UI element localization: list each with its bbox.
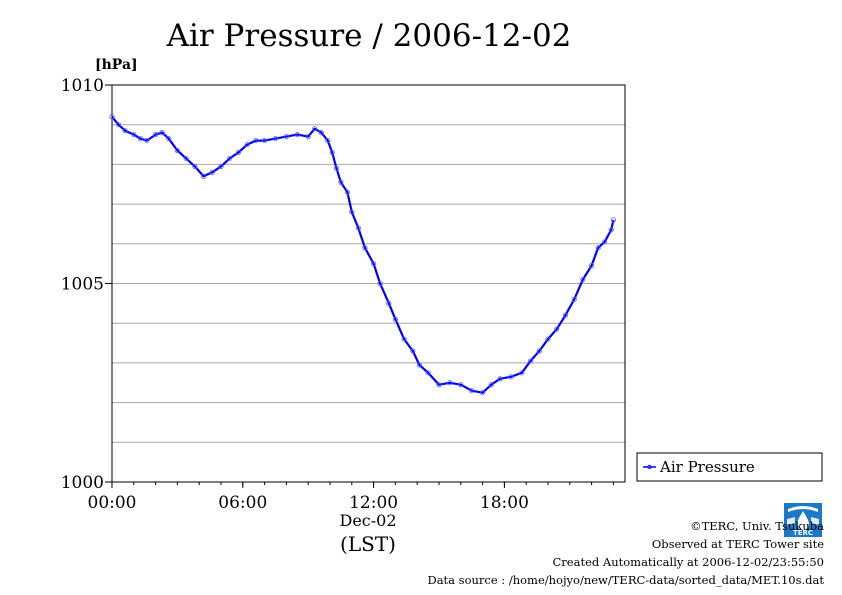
data-point	[115, 122, 122, 128]
terc-logo: TERC	[784, 503, 822, 537]
data-point	[425, 370, 431, 376]
data-point	[153, 132, 159, 138]
data-point	[545, 336, 551, 342]
data-point	[410, 348, 416, 354]
data-point	[562, 312, 569, 318]
data-point	[329, 149, 335, 156]
data-point	[401, 336, 407, 342]
chart-title: Air Pressure / 2006-12-02	[166, 18, 572, 54]
y-tick-labels: 1000 1005 1010	[61, 76, 104, 493]
data-point	[349, 209, 355, 215]
data-point	[283, 134, 289, 140]
legend-entry-air-pressure: Air Pressure	[659, 458, 755, 476]
data-point	[588, 263, 595, 269]
data-point	[244, 141, 250, 148]
data-point	[497, 376, 503, 382]
data-point	[227, 155, 233, 162]
data-point	[144, 137, 150, 144]
data-point	[318, 130, 324, 136]
axis-ticks	[105, 84, 614, 488]
data-point	[610, 217, 617, 223]
y-tick-label: 1005	[61, 275, 104, 295]
data-point	[595, 245, 601, 251]
data-point	[166, 135, 172, 142]
data-point	[508, 374, 514, 380]
x-axis-date-label: Dec-02	[339, 511, 396, 530]
x-tick-labels: 00:00 06:00 12:00 18:00	[88, 493, 529, 513]
data-point	[377, 280, 383, 287]
svg-text:TERC: TERC	[793, 529, 813, 537]
data-point	[183, 155, 189, 162]
legend-box	[636, 452, 823, 482]
y-tick-label: 1010	[61, 76, 104, 96]
data-point	[305, 134, 311, 140]
data-point	[554, 326, 560, 332]
data-point	[338, 179, 344, 185]
data-point	[109, 114, 115, 120]
data-point	[192, 163, 198, 169]
data-point	[386, 300, 392, 306]
x-axis-label: (LST)	[340, 532, 396, 556]
data-point	[458, 382, 464, 388]
data-source-text: Data source : /home/hojyo/new/TERC-data/…	[427, 573, 824, 587]
data-point	[519, 370, 525, 376]
data-point	[392, 316, 398, 322]
copyright-text: ©TERC, Univ. Tsukuba	[690, 519, 824, 533]
data-point	[602, 239, 608, 245]
data-point	[362, 245, 368, 251]
data-point	[355, 225, 361, 231]
gridlines	[112, 124, 625, 443]
x-tick-label: 06:00	[218, 493, 267, 513]
data-point	[253, 137, 259, 144]
data-point	[209, 169, 215, 175]
data-point	[370, 261, 377, 267]
data-point	[469, 388, 475, 394]
data-point	[344, 189, 351, 195]
data-point	[200, 173, 207, 179]
legend-marker	[647, 464, 652, 470]
data-point	[488, 382, 494, 388]
data-point	[447, 380, 453, 386]
data-point	[416, 362, 422, 368]
data-point	[137, 135, 143, 142]
data-point	[333, 165, 340, 171]
air-pressure-series	[109, 114, 617, 396]
x-tick-label: 18:00	[480, 493, 529, 513]
data-point	[436, 382, 442, 388]
created-timestamp-text: Created Automatically at 2006-12-02/23:5…	[552, 555, 825, 569]
data-point	[159, 130, 165, 136]
data-point	[580, 276, 586, 283]
data-point	[174, 147, 180, 154]
terc-logo-graphic: TERC	[784, 503, 822, 537]
data-point	[571, 296, 577, 302]
y-tick-label: 1000	[61, 473, 104, 493]
data-point	[131, 132, 137, 138]
y-axis-unit-label: [hPa]	[95, 57, 138, 73]
data-point	[272, 135, 279, 142]
legend: Air Pressure	[636, 452, 823, 482]
observed-site-text: Observed at TERC Tower site	[651, 537, 824, 551]
data-point	[294, 132, 300, 138]
x-tick-label: 00:00	[88, 493, 137, 513]
series-line-air-pressure	[111, 116, 615, 394]
data-point	[325, 137, 331, 144]
data-point	[261, 137, 268, 144]
data-point	[479, 390, 486, 396]
data-point	[235, 149, 242, 156]
data-point	[122, 128, 128, 134]
data-point	[527, 358, 534, 364]
x-tick-label: 12:00	[349, 493, 398, 513]
data-point	[218, 163, 224, 169]
data-point	[312, 126, 318, 132]
data-point	[608, 227, 614, 233]
data-point	[536, 348, 542, 354]
